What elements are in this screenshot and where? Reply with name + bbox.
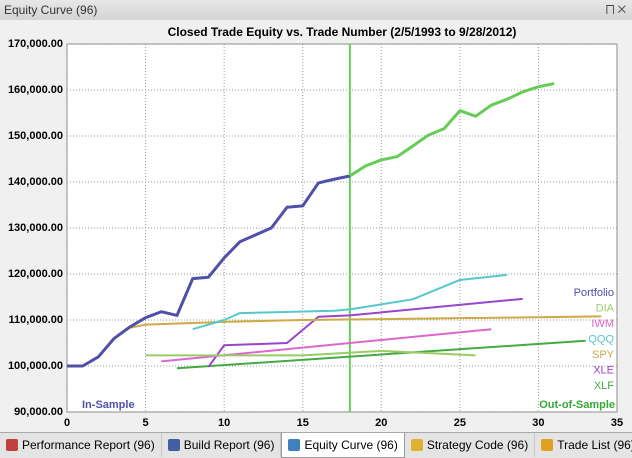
y-tick-label: 110,000.00: [9, 314, 63, 326]
chart: Closed Trade Equity vs. Trade Number (2/…: [0, 20, 632, 432]
x-tick-label: 30: [532, 417, 544, 429]
tab-icon: [6, 439, 18, 451]
tab-label: Build Report (96): [183, 438, 275, 452]
legend-label: DIA: [596, 302, 615, 314]
y-tick-label: 100,000.00: [8, 360, 63, 372]
legend-label: IWM: [591, 318, 614, 330]
y-tick-label: 140,000.00: [8, 176, 63, 188]
tab-icon: [541, 439, 554, 451]
annotation: Out-of-Sample: [539, 399, 615, 411]
tab[interactable]: Equity Curve (96): [281, 433, 405, 458]
tab-icon: [410, 439, 423, 451]
y-tick-label: 150,000.00: [8, 130, 63, 142]
y-tick-label: 120,000.00: [8, 268, 63, 280]
x-tick-label: 10: [218, 417, 230, 429]
tab-label: Performance Report (96): [22, 438, 155, 452]
series-line: [176, 339, 586, 370]
tab-icon: [167, 439, 180, 451]
legend-label: QQQ: [588, 333, 614, 345]
series-line: [67, 174, 351, 368]
series-line: [207, 297, 523, 368]
tab[interactable]: Performance Report (96): [0, 433, 162, 457]
series-line: [145, 349, 476, 357]
legend-label: XLF: [594, 380, 614, 392]
x-tick-label: 20: [375, 417, 387, 429]
tab-label: Equity Curve (96): [304, 438, 398, 452]
y-tick-label: 130,000.00: [8, 222, 63, 234]
legend-label: SPY: [592, 349, 615, 361]
series-line: [192, 273, 508, 331]
y-tick-label: 160,000.00: [8, 84, 63, 96]
title-bar: Equity Curve (96) ⨅ ✕: [0, 0, 632, 21]
tab[interactable]: Build Report (96): [162, 433, 282, 457]
x-tick-label: 35: [611, 417, 623, 429]
window-title: Equity Curve (96): [4, 3, 98, 17]
chart-title: Closed Trade Equity vs. Trade Number (2/…: [168, 25, 517, 39]
tab[interactable]: Trade List (96): [535, 433, 632, 457]
x-tick-label: 25: [454, 417, 466, 429]
tab-icon: [288, 439, 301, 451]
x-tick-label: 15: [297, 417, 309, 429]
tab-label: Trade List (96): [557, 438, 632, 452]
x-tick-label: 0: [64, 417, 70, 429]
series-line: [349, 82, 555, 178]
annotation: In-Sample: [82, 399, 135, 411]
plot-area: [66, 43, 618, 413]
tab-label: Strategy Code (96): [426, 438, 529, 452]
x-tick-label: 5: [143, 417, 149, 429]
tab-bar: Performance Report (96) Build Report (96)…: [0, 432, 632, 458]
y-tick-label: 90,000.00: [14, 406, 63, 418]
tab[interactable]: Strategy Code (96): [405, 433, 536, 457]
legend-label: Portfolio: [574, 287, 614, 299]
legend-label: XLE: [593, 364, 614, 376]
window-buttons[interactable]: ⨅ ✕: [605, 4, 626, 16]
y-tick-label: 170,000.00: [8, 38, 63, 50]
